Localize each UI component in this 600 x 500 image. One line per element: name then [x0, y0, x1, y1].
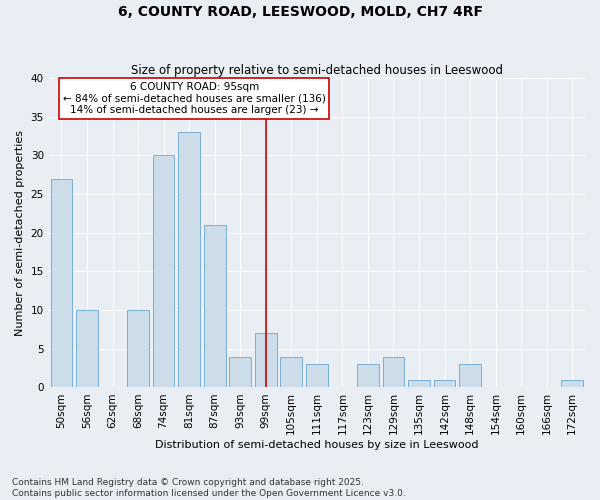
Bar — [178, 132, 200, 388]
Bar — [459, 364, 481, 388]
Bar — [306, 364, 328, 388]
Bar — [76, 310, 98, 388]
Bar — [255, 334, 277, 388]
Bar — [408, 380, 430, 388]
Bar — [434, 380, 455, 388]
Text: 6, COUNTY ROAD, LEESWOOD, MOLD, CH7 4RF: 6, COUNTY ROAD, LEESWOOD, MOLD, CH7 4RF — [118, 5, 482, 19]
Bar — [153, 156, 175, 388]
Bar — [280, 356, 302, 388]
Bar — [383, 356, 404, 388]
Bar — [127, 310, 149, 388]
Bar — [562, 380, 583, 388]
Bar — [50, 178, 72, 388]
Title: Size of property relative to semi-detached houses in Leeswood: Size of property relative to semi-detach… — [131, 64, 503, 77]
Text: 6 COUNTY ROAD: 95sqm
← 84% of semi-detached houses are smaller (136)
14% of semi: 6 COUNTY ROAD: 95sqm ← 84% of semi-detac… — [63, 82, 326, 115]
Text: Contains HM Land Registry data © Crown copyright and database right 2025.
Contai: Contains HM Land Registry data © Crown c… — [12, 478, 406, 498]
Bar — [204, 225, 226, 388]
Bar — [229, 356, 251, 388]
X-axis label: Distribution of semi-detached houses by size in Leeswood: Distribution of semi-detached houses by … — [155, 440, 479, 450]
Bar — [357, 364, 379, 388]
Y-axis label: Number of semi-detached properties: Number of semi-detached properties — [15, 130, 25, 336]
